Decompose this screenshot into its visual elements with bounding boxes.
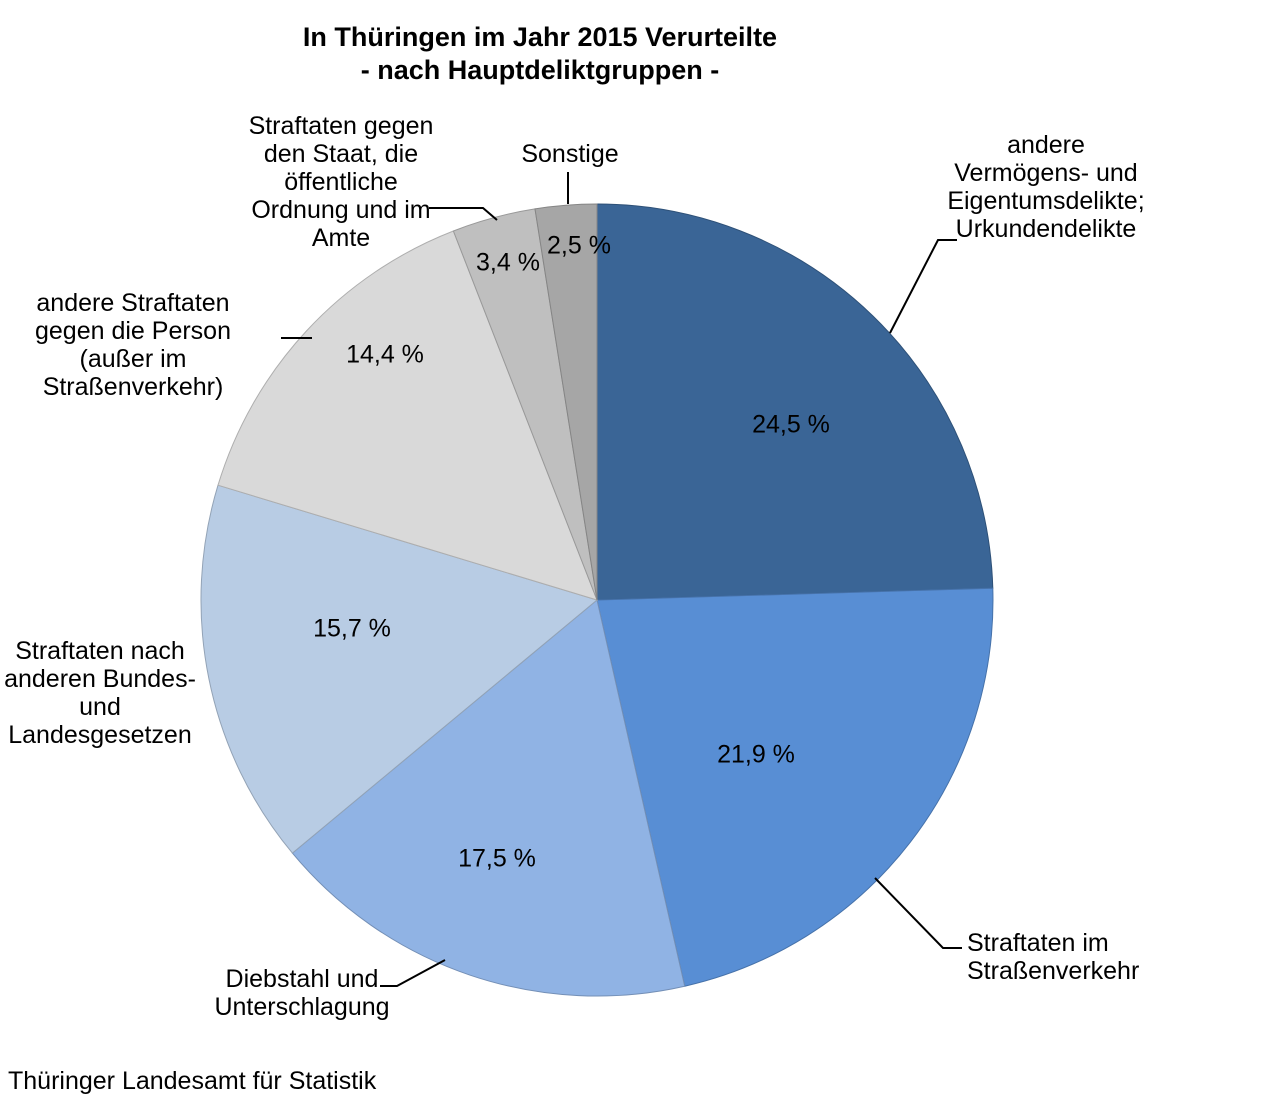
percent-label-staat: 3,4 % bbox=[476, 248, 540, 277]
source-note: Thüringer Landesamt für Statistik bbox=[8, 1067, 377, 1095]
callout-label-bundesgesetze: Straftaten nach anderen Bundes- und Land… bbox=[4, 637, 196, 749]
pie-slice-strassenverkehr bbox=[596, 587, 994, 987]
leader-line-staat bbox=[429, 207, 498, 221]
callout-label-sonstige: Sonstige bbox=[521, 140, 619, 168]
callout-label-diebstahl: Diebstahl und Unterschlagung bbox=[214, 965, 390, 1021]
pie-slice-vermoegen bbox=[596, 203, 994, 601]
leader-line-vermoegen bbox=[889, 239, 957, 334]
pie-slice-person bbox=[217, 230, 598, 601]
pie-slice-diebstahl bbox=[291, 599, 686, 997]
callout-label-staat: Straftaten gegen den Staat, die öffentli… bbox=[248, 112, 434, 252]
pie-slice-bundes bbox=[200, 484, 599, 854]
percent-label-diebstahl: 17,5 % bbox=[458, 844, 536, 873]
leader-line-diebstahl bbox=[380, 959, 446, 987]
percent-label-sonstige: 2,5 % bbox=[547, 231, 611, 260]
pie-slice-sonstige bbox=[534, 203, 598, 601]
percent-label-person: 14,4 % bbox=[346, 340, 424, 369]
leader-line-strassenverkehr bbox=[874, 877, 962, 949]
callout-label-vermoegensdelikte: andere Vermögens- und Eigentumsdelikte; … bbox=[947, 131, 1145, 243]
chart-title: In Thüringen im Jahr 2015 Verurteilte - … bbox=[302, 22, 778, 85]
callout-label-strassenverkehr: Straftaten im Straßenverkehr bbox=[967, 929, 1140, 985]
percent-label-bundesgesetze: 15,7 % bbox=[313, 614, 391, 643]
percent-label-vermoegensdelikte: 24,5 % bbox=[752, 410, 830, 439]
callout-label-person: andere Straftaten gegen die Person (auße… bbox=[35, 289, 231, 401]
percent-label-strassenverkehr: 21,9 % bbox=[717, 740, 795, 769]
